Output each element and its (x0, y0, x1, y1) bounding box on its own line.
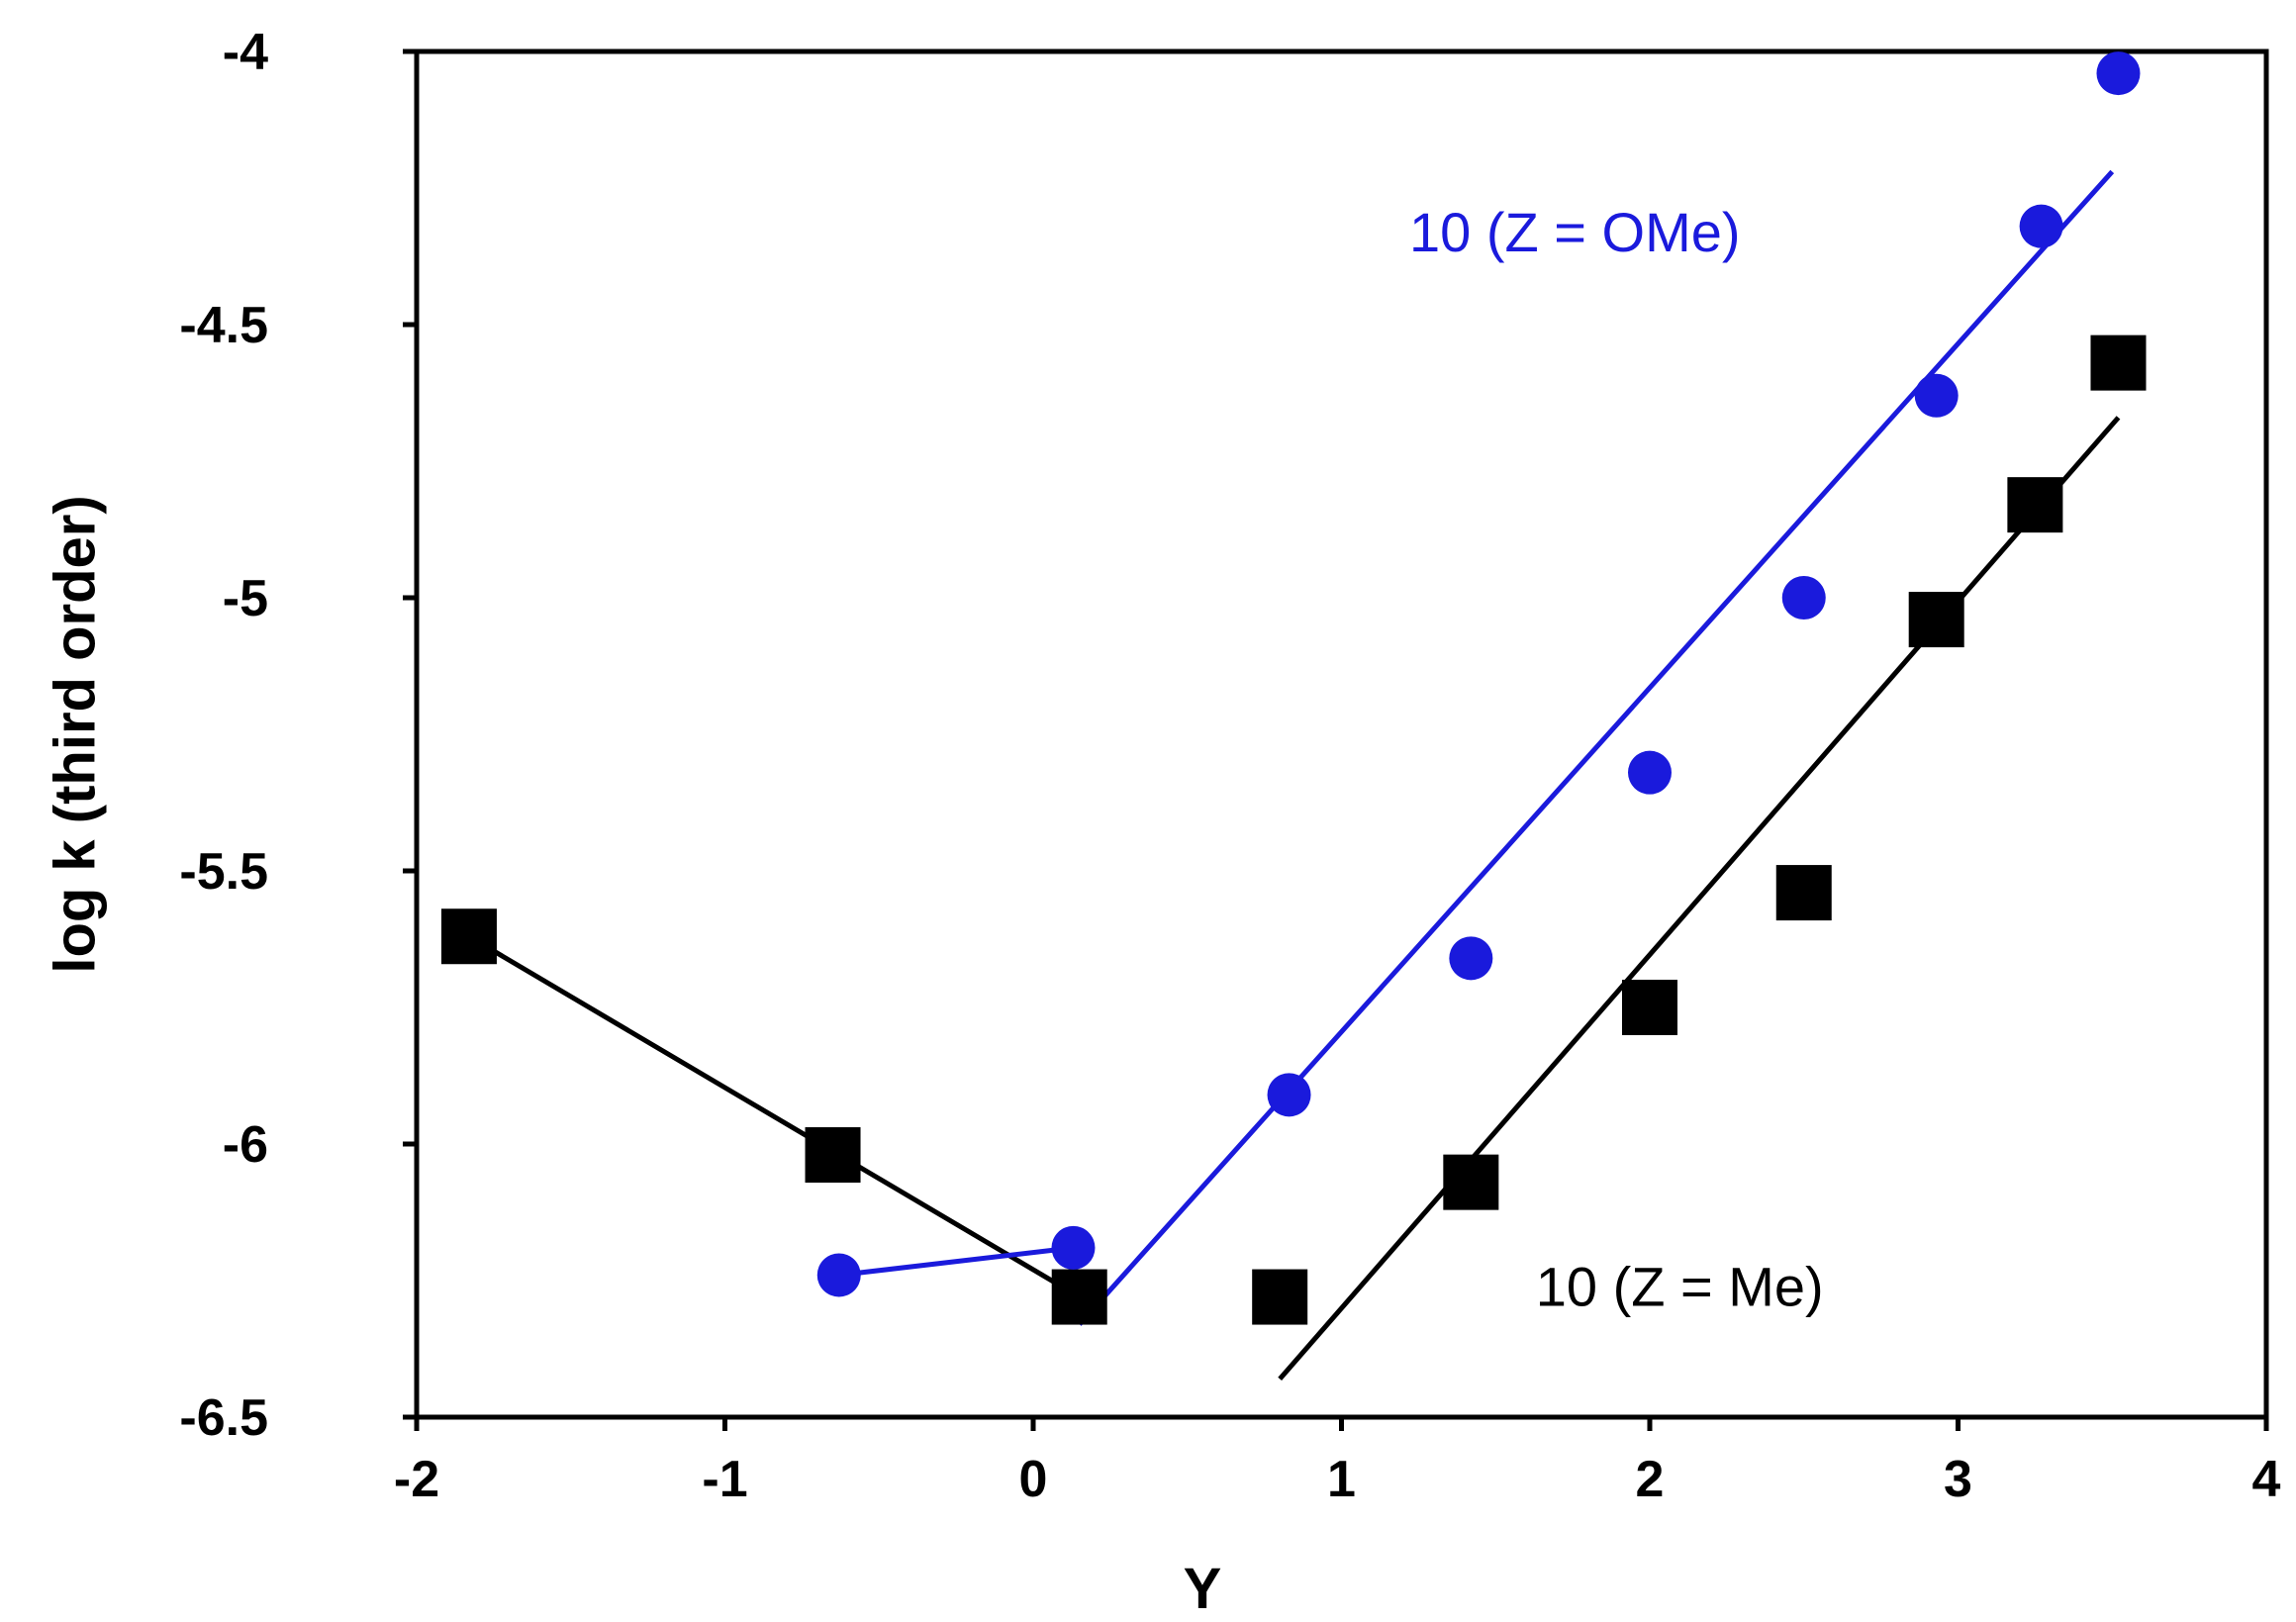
circle-marker (1914, 373, 1959, 418)
fit-line (467, 934, 1081, 1299)
annotation: 10 (Z = Me) (1536, 1256, 1824, 1318)
circle-marker (2019, 204, 2063, 248)
circle-marker (1051, 1225, 1096, 1270)
square-marker (2090, 334, 2147, 391)
x-axis-label: Y (1184, 1557, 1222, 1621)
x-tick-label: 2 (1636, 1451, 1665, 1508)
y-tick-label: -5 (223, 570, 268, 627)
fit-line (838, 1245, 1074, 1278)
x-tick-label: 0 (1019, 1451, 1048, 1508)
fit-line (1077, 169, 2115, 1326)
y-tick-label: -4 (223, 24, 268, 81)
square-marker (1622, 980, 1677, 1035)
square-marker (440, 908, 497, 965)
circle-marker (816, 1253, 861, 1297)
plot-frame (414, 48, 2269, 1420)
x-tick-label: 4 (2252, 1451, 2281, 1508)
y-tick-label: -6.5 (179, 1389, 268, 1447)
square-marker (2007, 477, 2063, 533)
fit-line (1278, 416, 2121, 1382)
y-tick-label: -5.5 (179, 843, 268, 901)
y-tick-label: -6 (223, 1116, 268, 1174)
annotation: 10 (Z = OMe) (1409, 201, 1741, 263)
x-tick-label: -1 (702, 1451, 747, 1508)
y-axis-label: log k (third order) (43, 495, 107, 973)
x-tick-label: 3 (1944, 1451, 1972, 1508)
circle-marker (1267, 1073, 1311, 1117)
circle-marker (2096, 51, 2141, 96)
square-marker (1051, 1269, 1107, 1325)
circle-marker (1628, 750, 1672, 795)
circle-marker (1781, 576, 1826, 620)
y-tick-label: -4.5 (179, 297, 268, 354)
square-marker (1908, 592, 1964, 648)
square-marker (1252, 1269, 1308, 1325)
circle-marker (1449, 936, 1493, 981)
x-tick-label: -2 (394, 1451, 439, 1508)
square-marker (1775, 865, 1832, 921)
square-marker (805, 1127, 861, 1184)
square-marker (1443, 1154, 1499, 1210)
x-tick-label: 1 (1327, 1451, 1356, 1508)
